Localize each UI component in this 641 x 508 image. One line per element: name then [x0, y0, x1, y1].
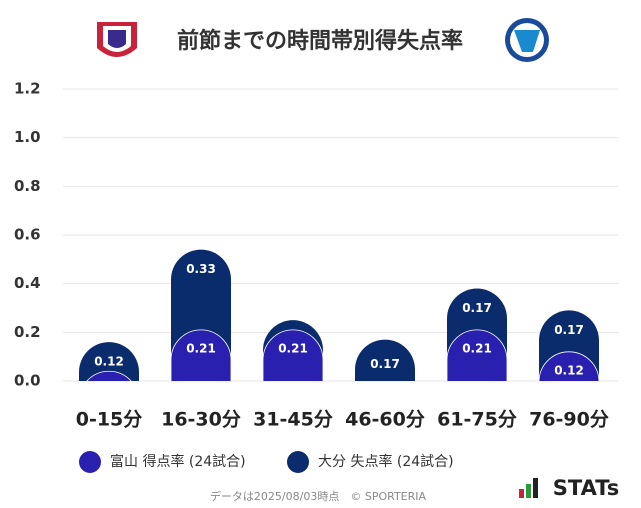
x-tick-label: 61-75分	[437, 409, 517, 431]
value-label: 0.21	[278, 341, 308, 355]
legend-marker	[79, 451, 101, 473]
bar-segment	[446, 329, 508, 381]
x-tick-label: 46-60分	[345, 409, 425, 431]
value-label: 0.21	[462, 341, 492, 355]
chart-title: 前節までの時間帯別得失点率	[177, 28, 463, 54]
y-tick-label: 0.4	[14, 274, 41, 292]
value-label: 0.21	[186, 341, 216, 355]
value-label: 0.17	[554, 323, 584, 337]
away-logo	[505, 18, 549, 62]
x-tick-label: 31-45分	[253, 409, 333, 431]
x-tick-label: 16-30分	[161, 409, 241, 431]
footer: データは2025/08/03時点 © SPORTERIA	[210, 489, 427, 503]
y-tick-label: 0.8	[14, 177, 41, 195]
bar-segment	[262, 329, 324, 381]
bar-segment	[86, 370, 132, 381]
legend-label: 大分 失点率 (24試合)	[318, 453, 454, 470]
x-tick-label: 0-15分	[76, 409, 143, 431]
bar-segment	[538, 351, 600, 381]
legend-label: 富山 得点率 (24試合)	[110, 453, 246, 470]
y-tick-label: 0.6	[14, 226, 41, 244]
x-tick-label: 76-90分	[529, 409, 609, 431]
bar-segment	[79, 342, 139, 381]
bar-segment	[170, 329, 232, 381]
value-label: 0.12	[554, 363, 584, 377]
value-label: 0.33	[186, 262, 216, 276]
brand: STATs	[553, 476, 619, 500]
y-tick-label: 0.2	[14, 323, 41, 341]
legend-marker	[287, 451, 309, 473]
value-label: 0.17	[370, 357, 400, 371]
y-tick-label: 0.0	[14, 372, 41, 390]
y-tick-label: 1.0	[14, 128, 41, 146]
value-label: 0.17	[462, 301, 492, 315]
bars	[79, 249, 600, 381]
bar-segment	[355, 339, 415, 381]
value-label: 0.12	[94, 355, 124, 369]
y-tick-label: 1.2	[14, 80, 41, 98]
home-logo	[97, 22, 137, 57]
brand-logo	[519, 478, 538, 498]
